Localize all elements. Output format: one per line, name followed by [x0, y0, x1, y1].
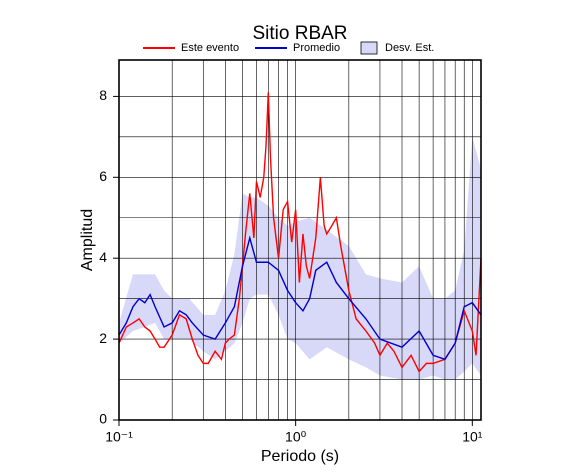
x-tick-label: 10⁰: [285, 429, 307, 445]
legend-label: Este evento: [181, 42, 239, 54]
y-tick-label: 4: [99, 249, 107, 265]
series-line: [118, 92, 482, 373]
y-tick-label: 6: [99, 168, 107, 184]
y-tick-label: 0: [99, 411, 107, 427]
y-axis-label: Amplitud: [79, 209, 96, 271]
legend-swatch: [360, 41, 378, 55]
y-tick-label: 8: [99, 87, 107, 103]
plot-frame: [118, 59, 482, 421]
x-axis-label: Periodo (s): [261, 448, 339, 465]
x-tick-label: 10¹: [462, 429, 483, 445]
y-tick-label: 2: [99, 330, 107, 346]
chart-title: Sitio RBAR: [252, 23, 347, 44]
x-tick-label: 10⁻¹: [105, 429, 133, 445]
series-line: [118, 235, 482, 361]
legend-label: Desv. Est.: [385, 42, 434, 54]
legend-label: Promedio: [293, 42, 340, 54]
